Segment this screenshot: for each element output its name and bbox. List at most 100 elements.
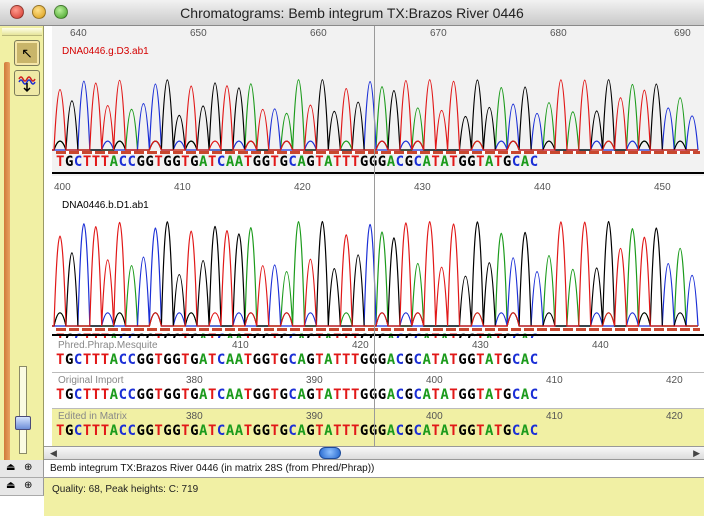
base-call[interactable]: C	[73, 154, 83, 170]
base-call[interactable]: T	[154, 423, 164, 439]
base-call[interactable]: G	[306, 423, 316, 439]
base-call[interactable]: C	[511, 423, 521, 439]
base-call[interactable]: C	[395, 352, 405, 368]
zoom-button[interactable]	[54, 5, 68, 19]
base-call[interactable]: T	[181, 387, 191, 403]
base-call[interactable]: A	[324, 387, 334, 403]
base-call[interactable]: G	[163, 387, 173, 403]
base-call[interactable]: A	[109, 423, 119, 439]
base-call[interactable]: C	[73, 352, 83, 368]
base-call[interactable]: T	[56, 352, 65, 368]
base-call[interactable]: T	[82, 352, 92, 368]
scroll-right-icon[interactable]: ▶	[693, 448, 700, 458]
base-call[interactable]: T	[207, 352, 217, 368]
base-call[interactable]: G	[172, 352, 182, 368]
base-call[interactable]: T	[243, 154, 253, 170]
base-call[interactable]: T	[100, 423, 110, 439]
base-call[interactable]: C	[288, 352, 298, 368]
base-call[interactable]: C	[118, 154, 128, 170]
base-call[interactable]: T	[56, 387, 65, 403]
base-call[interactable]: T	[431, 352, 441, 368]
base-call[interactable]: T	[333, 154, 342, 170]
base-call[interactable]: T	[243, 423, 253, 439]
horizontal-scrollbar[interactable]: ◀ ▶	[44, 446, 704, 460]
base-call[interactable]: G	[172, 387, 182, 403]
base-call[interactable]: T	[82, 423, 92, 439]
base-call[interactable]: T	[449, 154, 459, 170]
base-call[interactable]: T	[476, 387, 485, 403]
base-call[interactable]: A	[485, 352, 494, 368]
base-call[interactable]: C	[216, 387, 226, 403]
base-call[interactable]: G	[369, 154, 378, 170]
base-call[interactable]: C	[529, 387, 539, 403]
scroll-left-icon[interactable]: ◀	[50, 448, 57, 458]
base-call[interactable]: T	[342, 387, 351, 403]
base-call[interactable]: T	[270, 387, 280, 403]
base-call[interactable]: G	[279, 423, 289, 439]
trace2-chromatogram[interactable]	[52, 216, 704, 328]
base-call[interactable]: T	[100, 154, 110, 170]
base-call[interactable]: C	[118, 387, 128, 403]
base-call[interactable]: T	[350, 352, 360, 368]
base-call[interactable]: G	[261, 387, 271, 403]
base-call[interactable]: G	[502, 423, 512, 439]
base-call[interactable]: T	[476, 352, 485, 368]
base-call[interactable]: A	[440, 423, 450, 439]
base-call[interactable]: G	[145, 387, 155, 403]
base-call[interactable]: C	[529, 352, 539, 368]
base-call[interactable]: G	[163, 154, 173, 170]
base-call[interactable]: C	[118, 423, 128, 439]
base-call[interactable]: A	[199, 352, 208, 368]
base-call[interactable]: T	[56, 154, 65, 170]
base-call[interactable]: G	[359, 154, 369, 170]
base-call[interactable]: A	[199, 387, 208, 403]
base-call[interactable]: G	[163, 423, 173, 439]
base-call[interactable]: T	[350, 423, 360, 439]
base-call[interactable]: T	[91, 352, 101, 368]
base-call[interactable]: G	[172, 423, 182, 439]
zoom-slider-track[interactable]	[19, 366, 27, 454]
base-call[interactable]: T	[315, 154, 325, 170]
base-call[interactable]: A	[440, 154, 450, 170]
base-call[interactable]: C	[413, 352, 423, 368]
base-call[interactable]: T	[449, 387, 459, 403]
base-call[interactable]: G	[252, 387, 262, 403]
base-call[interactable]: G	[145, 352, 155, 368]
base-call[interactable]: A	[109, 352, 119, 368]
base-call[interactable]: G	[369, 352, 378, 368]
base-call[interactable]: C	[395, 154, 405, 170]
base-call[interactable]: A	[324, 154, 334, 170]
base-call[interactable]: T	[315, 352, 325, 368]
base-call[interactable]: G	[261, 423, 271, 439]
base-call[interactable]: T	[270, 352, 280, 368]
base-call[interactable]: T	[207, 387, 217, 403]
base-call[interactable]: G	[467, 154, 477, 170]
base-call[interactable]: A	[225, 352, 235, 368]
arrow-tool-button[interactable]: ↖	[14, 40, 40, 66]
base-call[interactable]: G	[172, 154, 182, 170]
base-call[interactable]: A	[386, 352, 396, 368]
base-call[interactable]: G	[136, 154, 146, 170]
base-call[interactable]: G	[377, 387, 387, 403]
base-call[interactable]: G	[261, 352, 271, 368]
base-call[interactable]: G	[404, 352, 414, 368]
base-call[interactable]: A	[422, 352, 432, 368]
base-call[interactable]: C	[127, 352, 137, 368]
base-call[interactable]: G	[404, 154, 414, 170]
base-call[interactable]: T	[100, 352, 110, 368]
base-call[interactable]: C	[511, 387, 521, 403]
base-call[interactable]: A	[422, 423, 432, 439]
base-call[interactable]: T	[333, 423, 342, 439]
base-call[interactable]: T	[270, 154, 280, 170]
base-call[interactable]: T	[154, 387, 164, 403]
base-call[interactable]: G	[190, 154, 199, 170]
minimize-button[interactable]	[32, 5, 46, 19]
base-call[interactable]: C	[127, 423, 137, 439]
base-call[interactable]: A	[297, 154, 307, 170]
base-call[interactable]: A	[386, 154, 396, 170]
base-call[interactable]: T	[91, 423, 101, 439]
base-call[interactable]: T	[91, 154, 101, 170]
base-call[interactable]: A	[234, 154, 244, 170]
base-call[interactable]: C	[511, 154, 521, 170]
base-call[interactable]: C	[529, 154, 539, 170]
